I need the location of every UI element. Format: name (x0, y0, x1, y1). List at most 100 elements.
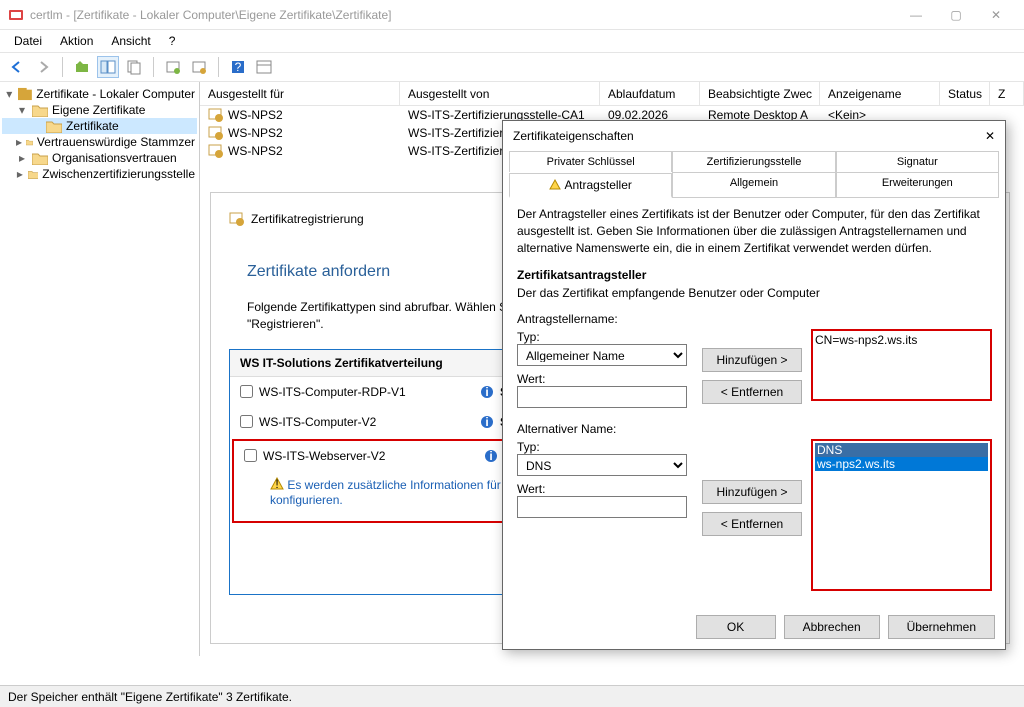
info-icon: i (480, 385, 494, 399)
tab-general[interactable]: Allgemein (672, 172, 835, 197)
forward-button[interactable] (32, 56, 54, 78)
type-label: Typ: (517, 330, 692, 344)
subject-names-list[interactable]: CN=ws-nps2.ws.its (812, 330, 991, 400)
subject-title: Zertifikatsantragsteller (517, 268, 991, 282)
status-bar: Der Speicher enthält "Eigene Zertifikate… (0, 685, 1024, 707)
cert-import-button[interactable] (162, 56, 184, 78)
alt-value-input[interactable] (517, 496, 687, 518)
apply-button[interactable]: Übernehmen (888, 615, 995, 639)
props-button[interactable] (253, 56, 275, 78)
back-button[interactable] (6, 56, 28, 78)
template-checkbox[interactable] (240, 385, 253, 398)
copy-button[interactable] (123, 56, 145, 78)
subject-intro: Der Antragsteller eines Zertifikats ist … (517, 206, 991, 256)
info-icon: i (484, 449, 498, 463)
list-header: Ausgestellt für Ausgestellt von Ablaufda… (200, 82, 1024, 106)
subject-subtitle: Der das Zertifikat empfangende Benutzer … (517, 286, 991, 300)
template-checkbox[interactable] (240, 415, 253, 428)
show-hide-button[interactable] (97, 56, 119, 78)
certificate-icon (208, 143, 224, 159)
tree-own-certs[interactable]: ▾ Eigene Zertifikate (2, 102, 197, 118)
tree-trusted-label: Vertrauenswürdige Stammzer (37, 135, 195, 149)
tree-root-label: Zertifikate - Lokaler Computer (36, 87, 195, 101)
dialog-button-row: OK Abbrechen Übernehmen (503, 605, 1005, 649)
menu-help[interactable]: ? (161, 32, 184, 50)
svg-text:?: ? (235, 60, 242, 74)
svg-text:i: i (489, 449, 492, 463)
menu-bar: Datei Aktion Ansicht ? (0, 30, 1024, 52)
folder-icon (32, 151, 48, 165)
tab-signature[interactable]: Signatur (836, 151, 999, 172)
tab-content-subject: Der Antragsteller eines Zertifikats ist … (509, 197, 999, 605)
col-issued-by[interactable]: Ausgestellt von (400, 82, 600, 105)
tab-subject[interactable]: Antragsteller (509, 173, 672, 198)
alt-type-select[interactable]: DNS (517, 454, 687, 476)
value-label: Wert: (517, 482, 692, 496)
alt-name-label: Alternativer Name: (517, 422, 991, 436)
warning-icon (549, 179, 561, 191)
col-issued-to[interactable]: Ausgestellt für (200, 82, 400, 105)
template-checkbox[interactable] (244, 449, 257, 462)
cancel-button[interactable]: Abbrechen (784, 615, 880, 639)
window-titlebar: certlm - [Zertifikate - Lokaler Computer… (0, 0, 1024, 30)
col-status[interactable]: Status (940, 82, 990, 105)
alt-add-button[interactable]: Hinzufügen > (702, 480, 802, 504)
info-icon: i (480, 415, 494, 429)
help-button[interactable]: ? (227, 56, 249, 78)
alt-remove-button[interactable]: < Entfernen (702, 512, 802, 536)
alt-dns-header[interactable]: DNS (815, 443, 988, 457)
subject-name-label: Antragstellername: (517, 312, 991, 326)
tree-trusted-root[interactable]: ▸ Vertrauenswürdige Stammzer (2, 134, 197, 150)
tab-private-key[interactable]: Privater Schlüssel (509, 151, 672, 172)
menu-action[interactable]: Aktion (52, 32, 101, 50)
alt-dns-item[interactable]: ws-nps2.ws.its (815, 457, 988, 471)
tab-extensions[interactable]: Erweiterungen (836, 172, 999, 197)
tree-org-label: Organisationsvertrauen (52, 151, 177, 165)
up-button[interactable] (71, 56, 93, 78)
minimize-button[interactable]: — (896, 0, 936, 30)
tree-own-label: Eigene Zertifikate (52, 103, 145, 117)
svg-text:i: i (485, 385, 488, 399)
tree-org-trust[interactable]: ▸ Organisationsvertrauen (2, 150, 197, 166)
value-label: Wert: (517, 372, 692, 386)
warning-icon: ! (270, 477, 284, 491)
tree-inter-label: Zwischenzertifizierungsstelle (42, 167, 195, 181)
dialog-title: Zertifikateigenschaften (513, 129, 985, 143)
menu-view[interactable]: Ansicht (103, 32, 158, 50)
tree-certs-label: Zertifikate (66, 119, 119, 133)
folder-icon (26, 135, 33, 149)
app-icon (8, 7, 24, 23)
menu-file[interactable]: Datei (6, 32, 50, 50)
status-text: Der Speicher enthält "Eigene Zertifikate… (8, 690, 292, 704)
tree-root[interactable]: ▾ Zertifikate - Lokaler Computer (2, 86, 197, 102)
subject-type-select[interactable]: Allgemeiner Name (517, 344, 687, 366)
dialog-close-button[interactable]: ✕ (985, 129, 995, 143)
svg-text:!: ! (275, 477, 278, 491)
certificate-icon (208, 107, 224, 123)
subject-remove-button[interactable]: < Entfernen (702, 380, 802, 404)
tree-certificates[interactable]: Zertifikate (2, 118, 197, 134)
subject-add-button[interactable]: Hinzufügen > (702, 348, 802, 372)
maximize-button[interactable]: ▢ (936, 0, 976, 30)
alt-names-list[interactable]: DNS ws-nps2.ws.its (812, 440, 991, 590)
type-label: Typ: (517, 440, 692, 454)
col-extra[interactable]: Z (990, 82, 1024, 105)
close-button[interactable]: ✕ (976, 0, 1016, 30)
ok-button[interactable]: OK (696, 615, 776, 639)
cert-store-icon (18, 87, 32, 101)
nav-tree: ▾ Zertifikate - Lokaler Computer ▾ Eigen… (0, 82, 200, 656)
certificate-icon (208, 125, 224, 141)
col-purpose[interactable]: Beabsichtigte Zwec (700, 82, 820, 105)
subject-value-input[interactable] (517, 386, 687, 408)
cert-export-button[interactable] (188, 56, 210, 78)
folder-icon (46, 119, 62, 133)
col-expires[interactable]: Ablaufdatum (600, 82, 700, 105)
dialog-titlebar: Zertifikateigenschaften ✕ (503, 121, 1005, 151)
subject-cn-item[interactable]: CN=ws-nps2.ws.its (815, 333, 988, 347)
toolbar: ? (0, 52, 1024, 82)
tab-ca[interactable]: Zertifizierungsstelle (672, 151, 835, 172)
tree-intermediate[interactable]: ▸ Zwischenzertifizierungsstelle (2, 166, 197, 182)
cert-properties-dialog: Zertifikateigenschaften ✕ Privater Schlü… (502, 120, 1006, 650)
col-displayname[interactable]: Anzeigename (820, 82, 940, 105)
wizard-header-text: Zertifikatregistrierung (251, 212, 364, 226)
